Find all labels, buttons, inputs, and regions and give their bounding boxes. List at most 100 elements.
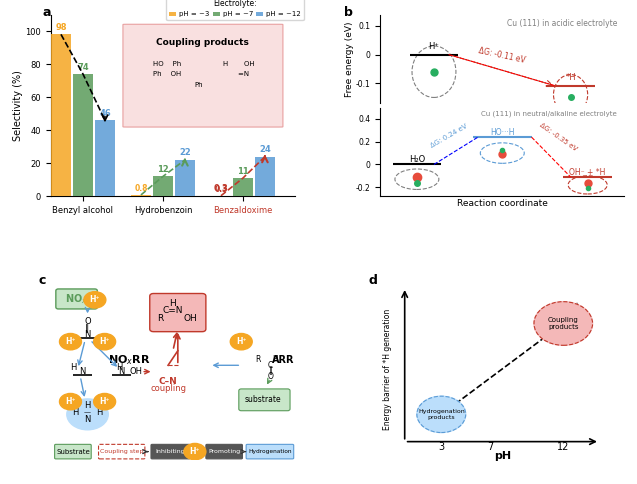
Legend: pH = ~3, pH = ~7, pH = ~12: pH = ~3, pH = ~7, pH = ~12 xyxy=(166,0,304,20)
Text: H       OH: H OH xyxy=(223,61,255,67)
Text: Ph    OH: Ph OH xyxy=(153,71,181,76)
Text: 12: 12 xyxy=(557,442,569,452)
Circle shape xyxy=(534,302,592,345)
Text: O: O xyxy=(84,317,91,326)
Text: d: d xyxy=(368,274,377,287)
Text: C=N: C=N xyxy=(162,306,183,315)
Bar xyxy=(211,196,231,197)
Circle shape xyxy=(417,396,466,433)
Bar xyxy=(95,120,115,197)
Bar xyxy=(51,34,71,197)
Text: OH: OH xyxy=(130,367,143,376)
Text: 24: 24 xyxy=(259,145,271,154)
Text: Coupling products: Coupling products xyxy=(157,38,249,46)
Text: N: N xyxy=(118,367,125,376)
FancyBboxPatch shape xyxy=(239,389,290,411)
Text: H⁺: H⁺ xyxy=(65,337,76,346)
Text: pH: pH xyxy=(494,451,511,461)
Circle shape xyxy=(84,292,106,308)
Text: =N: =N xyxy=(229,71,249,76)
Text: C: C xyxy=(268,361,273,370)
Text: *H: *H xyxy=(565,73,576,82)
Circle shape xyxy=(59,393,82,410)
Text: O: O xyxy=(268,372,273,381)
Text: Ph: Ph xyxy=(195,82,203,88)
Text: H⁺: H⁺ xyxy=(429,42,440,51)
Circle shape xyxy=(94,333,115,350)
Text: ΔG: -0.11 eV: ΔG: -0.11 eV xyxy=(478,46,527,65)
Text: Inhibiting: Inhibiting xyxy=(155,449,185,454)
Text: OH: OH xyxy=(183,314,197,322)
Text: Hydrogenation: Hydrogenation xyxy=(248,449,292,454)
Text: 0.3: 0.3 xyxy=(213,184,228,193)
Text: Hydrogenation
products: Hydrogenation products xyxy=(418,409,464,420)
Text: C–N: C–N xyxy=(159,377,178,386)
Text: 12: 12 xyxy=(157,165,169,174)
Text: H: H xyxy=(84,401,90,410)
FancyBboxPatch shape xyxy=(56,289,97,309)
Text: H₂O: H₂O xyxy=(409,155,425,164)
Bar xyxy=(255,157,275,197)
Text: H: H xyxy=(72,408,78,417)
Text: Cu (111) in acidic electrolyte: Cu (111) in acidic electrolyte xyxy=(506,19,617,28)
Text: ΔG: -0.35 eV: ΔG: -0.35 eV xyxy=(539,121,578,152)
Text: N: N xyxy=(84,330,90,339)
Text: ‖: ‖ xyxy=(85,324,90,333)
FancyBboxPatch shape xyxy=(151,444,190,459)
FancyBboxPatch shape xyxy=(150,293,206,332)
Text: N: N xyxy=(80,367,86,376)
Text: ΔG: 0.24 eV: ΔG: 0.24 eV xyxy=(429,122,468,149)
Text: H: H xyxy=(69,363,76,372)
Circle shape xyxy=(184,443,206,460)
Circle shape xyxy=(59,333,82,350)
Text: ‖: ‖ xyxy=(269,366,273,375)
Text: ARR: ARR xyxy=(271,355,294,365)
Bar xyxy=(233,178,253,197)
Text: R: R xyxy=(157,314,164,322)
Text: NO$_x$RR: NO$_x$RR xyxy=(108,353,150,367)
Text: OH⁻ + *H: OH⁻ + *H xyxy=(569,167,606,177)
Circle shape xyxy=(230,333,252,350)
Text: NO$_x$: NO$_x$ xyxy=(65,292,88,306)
Text: 11: 11 xyxy=(237,166,249,176)
Text: HO    Ph: HO Ph xyxy=(153,61,181,67)
Bar xyxy=(131,195,151,197)
Y-axis label: Free energy (eV): Free energy (eV) xyxy=(345,21,354,97)
Text: H⁺: H⁺ xyxy=(90,295,100,304)
Bar xyxy=(153,177,173,197)
Circle shape xyxy=(94,393,115,410)
Text: substrate: substrate xyxy=(245,395,282,404)
Text: H⁺: H⁺ xyxy=(99,337,110,346)
Text: H⁺: H⁺ xyxy=(99,397,110,406)
Text: 74: 74 xyxy=(77,62,89,72)
Bar xyxy=(211,196,231,197)
Text: a: a xyxy=(43,6,52,19)
Text: —: — xyxy=(84,409,91,416)
Text: H⁺: H⁺ xyxy=(236,337,247,346)
Circle shape xyxy=(67,399,108,430)
Text: Promoting: Promoting xyxy=(208,449,240,454)
Text: 98: 98 xyxy=(55,23,67,32)
Text: Cu (111) in neutral/alkaline electrolyte: Cu (111) in neutral/alkaline electrolyte xyxy=(481,110,617,117)
FancyBboxPatch shape xyxy=(206,444,243,459)
Text: 7: 7 xyxy=(487,442,493,452)
Text: H⁺: H⁺ xyxy=(65,397,76,406)
Text: H: H xyxy=(97,408,103,417)
Text: 3: 3 xyxy=(438,442,445,452)
FancyBboxPatch shape xyxy=(123,24,283,127)
X-axis label: Reaction coordinate: Reaction coordinate xyxy=(457,199,548,208)
Text: Substrate: Substrate xyxy=(56,449,90,454)
Text: R: R xyxy=(255,355,261,364)
FancyBboxPatch shape xyxy=(246,444,294,459)
FancyBboxPatch shape xyxy=(55,444,91,459)
Text: Energy barrier of *H generation: Energy barrier of *H generation xyxy=(383,308,392,430)
Bar xyxy=(175,160,195,197)
Text: 22: 22 xyxy=(179,149,191,157)
Text: H: H xyxy=(273,355,278,364)
Bar xyxy=(73,74,93,197)
Text: H: H xyxy=(116,363,122,372)
Text: N: N xyxy=(84,415,90,424)
Text: Coupling step: Coupling step xyxy=(100,449,143,454)
Text: H⁺: H⁺ xyxy=(190,447,200,456)
Text: 46: 46 xyxy=(99,109,111,118)
